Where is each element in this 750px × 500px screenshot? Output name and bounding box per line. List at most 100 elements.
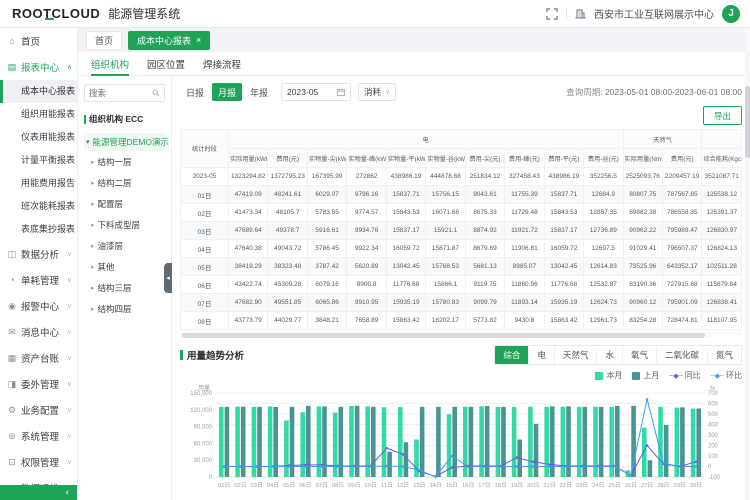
tree-node-5[interactable]: ▸ 其他 [84, 256, 165, 277]
sidebar-item-label: 委外管理 [21, 380, 60, 391]
cell: 795989.47 [661, 221, 703, 240]
sidebar-subitem-6[interactable]: 表底集抄报表 [21, 224, 76, 234]
export-button[interactable]: 导出 [702, 106, 742, 125]
cell: 49043.72 [267, 239, 308, 258]
cell: 03日 [180, 221, 229, 240]
sidebar-item-0[interactable]: ◫ 数据分析 ∨ [0, 241, 77, 267]
sidebar-subitem-0[interactable]: 成本中心报表 [0, 80, 77, 103]
tree-node-0[interactable]: ▸ 结构一层 [84, 151, 165, 172]
table-row[interactable]: 04日 47640.38 49043.72 5786.45 9922.34 16059.7… [180, 239, 742, 258]
tree-node-2[interactable]: ▸ 配置层 [84, 193, 165, 214]
caret-right-icon: ▸ [91, 200, 95, 208]
energy-type-btn-5[interactable]: 二氧化碳 [655, 346, 707, 364]
horizontal-scrollbar[interactable] [180, 333, 742, 338]
table-row[interactable]: 2023-05 1323294.82 1372795.23 167395.99 2728… [180, 167, 742, 186]
vertical-scrollbar[interactable] [745, 28, 750, 500]
cell: 787567.85 [661, 185, 703, 204]
sidebar-item-home[interactable]: ⌂ 首页 [0, 28, 77, 54]
cell: 15866.1 [425, 275, 466, 294]
vscroll-thumb[interactable] [745, 86, 750, 158]
sidebar-item-7[interactable]: ⊚ 系统管理 ∨ [0, 423, 77, 449]
sidebar-subitem-3[interactable]: 计量平衡报表 [21, 155, 76, 165]
tree-node-4[interactable]: ▸ 油漆层 [84, 235, 165, 256]
tree-node-6[interactable]: ▸ 结构三层 [84, 277, 165, 298]
tree-node-1[interactable]: ▸ 结构二层 [84, 172, 165, 193]
sidebar-item-5[interactable]: ◨ 委外管理 ∨ [0, 371, 77, 397]
table-row[interactable]: 02日 41473.34 48105.7 5783.55 9774.57 15843.53… [180, 203, 742, 222]
org-name[interactable]: 西安市工业互联网展示中心 [594, 10, 714, 21]
breadcrumb-home[interactable]: 首页 [86, 30, 123, 50]
sidebar-item-6[interactable]: ⚙ 业务配置 ∨ [0, 397, 77, 423]
period-btn-2[interactable]: 年报 [250, 87, 269, 98]
svg-text:20日: 20日 [527, 482, 539, 489]
breadcrumb-active-tag[interactable]: 成本中心报表 × [128, 30, 211, 50]
table-row[interactable]: 03日 47689.64 49378.7 5916.61 9934.76 15837.17… [180, 221, 742, 240]
tree-node-7[interactable]: ▸ 结构四层 [84, 298, 165, 319]
close-icon[interactable]: × [196, 34, 202, 45]
sidebar-subitem-1[interactable]: 组织用能报表 [21, 109, 76, 119]
date-picker[interactable]: 2023-05 [281, 83, 352, 101]
svg-text:12日: 12日 [397, 482, 409, 489]
svg-text:27日: 27日 [641, 482, 653, 489]
table-row[interactable]: 06日 43422.74 45309.28 6079.16 9900.8 11776.68… [180, 275, 742, 294]
sidebar-item-1[interactable]: ◔ 单耗管理 ∨ [0, 267, 77, 293]
svg-text:28日: 28日 [657, 482, 669, 489]
cell: 90960.12 [622, 293, 663, 312]
sidebar-collapse-button[interactable]: ‹ [0, 485, 77, 500]
legend-item-同比[interactable]: ─◆─ 同比 [669, 370, 700, 381]
sidebar-item-8[interactable]: ⊡ 权限管理 ∨ [0, 449, 77, 475]
tree-collapse-handle[interactable]: ◂ [164, 262, 172, 293]
tab-0[interactable]: 组织机构 [91, 52, 130, 76]
energy-type-btn-1[interactable]: 电 [528, 346, 554, 364]
sidebar-subitem-2[interactable]: 仪表用能报表 [21, 132, 76, 142]
fullscreen-icon[interactable] [546, 7, 558, 20]
tree-node-3[interactable]: ▸ 下料成型层 [84, 214, 165, 235]
cell: 6029.07 [306, 185, 348, 204]
cell: 8675.33 [464, 203, 506, 222]
svg-text:19日: 19日 [511, 482, 523, 489]
table-row[interactable]: 05日 38419.29 38323.48 3787.42 5620.89 13042.4… [180, 257, 742, 276]
cell: 438986.19 [385, 167, 427, 186]
line-环比 [222, 398, 698, 479]
search-input[interactable] [89, 88, 143, 98]
cell: 5916.61 [306, 221, 348, 240]
energy-type-btn-0[interactable]: 综合 [495, 346, 529, 364]
period-segment: 日报 月报 年报 [180, 83, 274, 101]
sidebar-item-3[interactable]: ✉ 消息中心 ∨ [0, 319, 77, 345]
main-panel: 日报 月报 年报 2023-05 消耗 ∨ 查询周期: 20 [172, 76, 750, 500]
col-header-12: 综合能耗(Kgce) [701, 148, 742, 168]
table-row[interactable]: 08日 43773.79 44029.77 3848.21 7658.89 15863.4… [180, 311, 742, 330]
user-avatar[interactable]: J [722, 4, 740, 23]
legend-item-环比[interactable]: ─◆─ 环比 [711, 370, 742, 381]
energy-type-btn-6[interactable]: 氮气 [706, 346, 741, 364]
svg-text:90,000: 90,000 [194, 425, 213, 431]
sidebar-item-report-center[interactable]: ▤ 报表中心 ∧ [7, 61, 72, 75]
cell: 45309.28 [267, 275, 308, 294]
type-select[interactable]: 消耗 ∨ [358, 83, 397, 101]
tree-node-selected[interactable]: ▾ 能源管理DEMO演示 [84, 133, 169, 151]
table-row[interactable]: 01日 47419.09 48241.61 6029.07 9796.16 15837.7… [180, 185, 742, 204]
energy-type-btn-3[interactable]: 水 [596, 346, 622, 364]
energy-data-table: 统计时段电天然气实际用量(kWh)费用(元)实物量-尖(kWh)实物量-峰(kW… [180, 129, 742, 330]
sidebar-subitem-5[interactable]: 班次能耗报表 [21, 201, 76, 211]
legend-item-上月[interactable]: 上月 [632, 370, 659, 381]
period-btn-1[interactable]: 月报 [212, 83, 243, 101]
energy-type-btn-4[interactable]: 氧气 [621, 346, 656, 364]
tree-node-label: 油漆层 [97, 240, 124, 251]
sidebar-subitem-4[interactable]: 用能费用报告 [21, 178, 76, 188]
tree-search-box[interactable] [84, 84, 165, 102]
caret-right-icon: ▸ [91, 221, 95, 229]
col-header-8: 费用-平(元) [543, 148, 585, 168]
tab-1[interactable]: 园区位置 [147, 59, 186, 71]
energy-type-btn-2[interactable]: 天然气 [553, 346, 597, 364]
table-row[interactable]: 07日 47682.90 49551.85 6065.86 9910.95 15935.1… [180, 293, 742, 312]
tab-2[interactable]: 焊接流程 [203, 59, 242, 71]
cell: 9922.34 [346, 239, 387, 258]
hscroll-thumb[interactable] [182, 333, 705, 338]
sidebar-item-2[interactable]: ◉ 报警中心 ∨ [0, 293, 77, 319]
period-btn-0[interactable]: 日报 [186, 87, 205, 98]
cell: 115879.84 [701, 275, 742, 294]
col-header-5: 实物量-谷(kWh) [425, 148, 466, 168]
sidebar-item-4[interactable]: ▦ 资产台账 ∨ [0, 345, 77, 371]
legend-item-本月[interactable]: 本月 [595, 370, 622, 381]
